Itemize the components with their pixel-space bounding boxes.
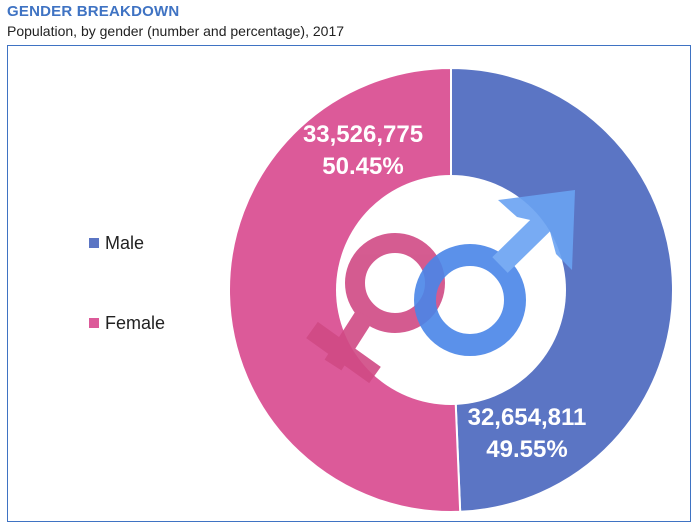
legend-item-male: Male	[89, 232, 165, 254]
legend-label-male: Male	[105, 232, 145, 253]
male-symbol-icon	[414, 190, 575, 356]
center-hole	[336, 175, 566, 405]
slice-percent-label-female: 50.45%	[322, 153, 403, 180]
chart-subtitle: Population, by gender (number and percen…	[7, 23, 345, 39]
legend-swatch-male	[89, 238, 99, 248]
chart-legend: Male Female	[89, 232, 165, 392]
slice-value-label-female: 33,526,775	[303, 121, 423, 148]
slice-value-label-male: 32,654,811	[468, 404, 587, 431]
legend-label-female: Female	[105, 312, 166, 333]
slice-percent-label-male: 49.55%	[486, 436, 567, 463]
female-symbol-icon	[306, 233, 445, 384]
legend-swatch-female	[89, 318, 99, 328]
legend-item-female: Female	[89, 312, 165, 334]
chart-title: GENDER BREAKDOWN	[7, 3, 180, 20]
